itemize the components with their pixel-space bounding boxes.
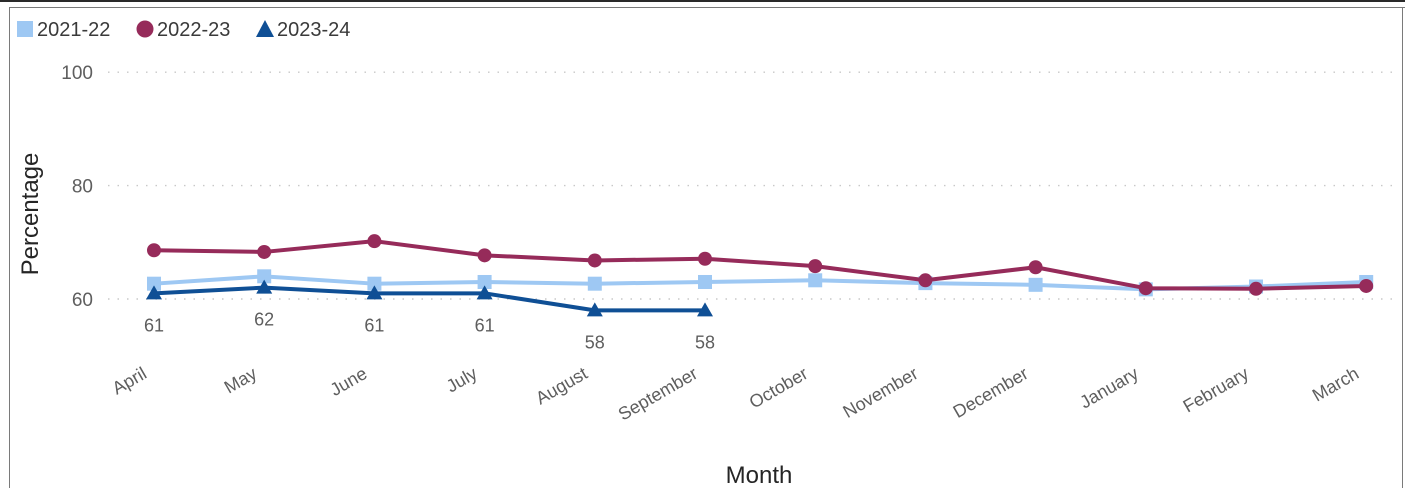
data-point-circle[interactable] xyxy=(1028,260,1043,275)
x-tick-label: November xyxy=(839,363,921,422)
data-point-triangle[interactable] xyxy=(697,302,713,317)
y-tick-label: 60 xyxy=(72,290,93,311)
data-label: 61 xyxy=(144,315,164,335)
x-tick-label: December xyxy=(950,363,1032,422)
data-label: 61 xyxy=(475,315,495,335)
data-point-circle[interactable] xyxy=(918,273,933,288)
frame-top-border xyxy=(0,0,1405,2)
data-point-square[interactable] xyxy=(698,274,712,289)
data-point-circle[interactable] xyxy=(587,253,602,268)
data-point-circle[interactable] xyxy=(1359,278,1374,293)
series-2022-23 xyxy=(147,234,1374,296)
data-point-triangle[interactable] xyxy=(256,279,273,294)
y-axis-ticks: 60 80 100 xyxy=(61,63,93,311)
data-point-triangle[interactable] xyxy=(476,285,493,300)
x-tick-label: June xyxy=(327,363,371,400)
data-label: 58 xyxy=(585,332,605,352)
data-label: 58 xyxy=(695,332,715,352)
legend-marker-circle xyxy=(136,20,154,38)
data-labels: 61 62 61 61 58 58 xyxy=(144,310,715,353)
series-line xyxy=(153,285,705,313)
data-point-square[interactable] xyxy=(477,274,492,289)
x-tick-label: October xyxy=(746,363,811,412)
legend-marker-triangle xyxy=(256,20,274,37)
series-line xyxy=(153,239,1367,291)
legend-label: 2023-24 xyxy=(277,19,350,41)
data-point-square[interactable] xyxy=(587,276,602,291)
data-point-triangle[interactable] xyxy=(366,285,383,300)
x-tick-label: September xyxy=(615,363,701,424)
y-tick-label: 100 xyxy=(61,63,93,84)
frame-right-border xyxy=(1402,7,1403,488)
y-tick-label: 80 xyxy=(72,177,93,198)
x-axis-ticks: April May June July August September October No… xyxy=(109,363,1362,424)
frame-inner-top-border xyxy=(9,7,1405,8)
legend-marker-square xyxy=(17,21,33,37)
gridlines xyxy=(108,71,1395,300)
data-point-circle[interactable] xyxy=(808,259,823,274)
x-tick-label: January xyxy=(1076,363,1141,412)
x-tick-label: April xyxy=(109,363,150,398)
frame-left-border xyxy=(9,7,10,488)
x-tick-label: February xyxy=(1180,363,1252,416)
x-tick-label: July xyxy=(443,363,481,396)
x-tick-label: August xyxy=(532,363,591,408)
data-label: 62 xyxy=(254,310,274,330)
data-point-circle[interactable] xyxy=(147,243,161,258)
legend-label: 2021-22 xyxy=(37,19,110,41)
series-2023-24 xyxy=(146,279,713,317)
data-label: 61 xyxy=(364,315,384,335)
data-point-square[interactable] xyxy=(257,269,272,284)
data-point-circle[interactable] xyxy=(698,251,712,266)
chart-legend: 2021-22 2022-23 2023-24 xyxy=(17,19,350,41)
data-point-circle[interactable] xyxy=(367,234,382,249)
data-point-circle[interactable] xyxy=(1138,281,1153,296)
x-axis-title: Month xyxy=(726,462,793,488)
data-point-circle[interactable] xyxy=(257,244,272,259)
data-point-triangle[interactable] xyxy=(146,285,162,300)
data-point-square[interactable] xyxy=(367,276,382,291)
data-point-square[interactable] xyxy=(808,273,823,288)
data-point-square[interactable] xyxy=(1028,277,1043,292)
legend-label: 2022-23 xyxy=(157,19,230,41)
x-tick-label: May xyxy=(221,363,260,397)
series-layer xyxy=(146,234,1374,317)
x-tick-label: March xyxy=(1309,363,1362,405)
data-point-square[interactable] xyxy=(147,276,161,291)
data-point-triangle[interactable] xyxy=(586,302,603,317)
data-point-circle[interactable] xyxy=(1249,281,1263,296)
y-axis-title: Percentage xyxy=(17,153,44,276)
data-point-circle[interactable] xyxy=(477,248,492,263)
